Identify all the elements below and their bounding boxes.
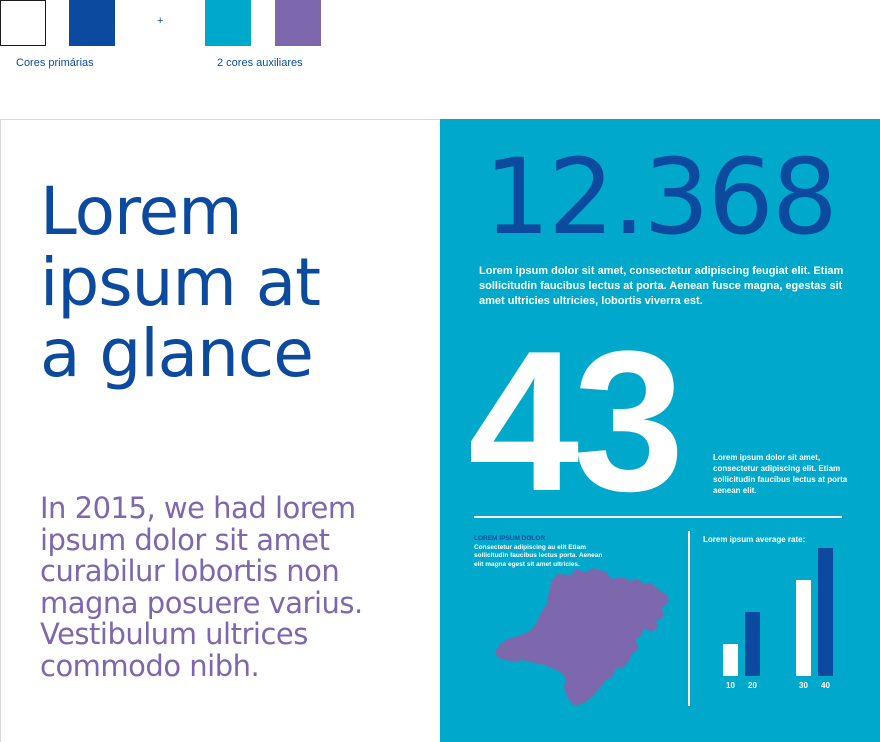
- chart-bar: [745, 612, 760, 676]
- state-map-icon: [495, 568, 669, 706]
- auxiliary-colors-label: 2 cores auxiliares: [217, 57, 303, 69]
- big-number: 12.368: [484, 136, 838, 258]
- swatch-blue: [69, 0, 115, 46]
- swatch-purple: [275, 0, 321, 46]
- map-description: Consectetur adipiscing au elit Etiam sol…: [474, 544, 603, 568]
- chart-bar: [796, 580, 811, 676]
- chart-category-label: 30: [799, 681, 808, 690]
- vertical-divider: [688, 531, 690, 706]
- swatch-white: [0, 0, 46, 46]
- chart-category-label: 10: [726, 681, 735, 690]
- title-line: Lorem: [40, 173, 243, 250]
- chart-bar: [818, 548, 833, 676]
- page-title: Lorem ipsum at a glance: [40, 173, 321, 392]
- plus-sign: +: [157, 15, 164, 27]
- chart-title: Lorem ipsum average rate:: [703, 535, 806, 544]
- chart-category-label: 20: [748, 681, 757, 690]
- horizontal-divider: [474, 516, 842, 518]
- title-line: a glance: [40, 315, 314, 392]
- primary-colors-label: Cores primárias: [16, 57, 94, 69]
- swatch-cyan: [205, 0, 251, 46]
- bar-chart: 10 20 30 40: [723, 548, 833, 690]
- left-panel: [0, 119, 440, 742]
- chart-bar: [723, 644, 738, 676]
- map-title: LOREM IPSUM DOLOR: [474, 535, 546, 542]
- chart-category-label: 40: [821, 681, 830, 690]
- stat-description: Lorem ipsum dolor sit amet, consectetur …: [713, 453, 848, 495]
- stat-number: 43: [468, 310, 684, 533]
- big-number-description: Lorem ipsum dolor sit amet, consectetur …: [479, 265, 844, 307]
- intro-paragraph: In 2015, we had lorem ipsum dolor sit am…: [40, 491, 363, 683]
- title-line: ipsum at: [40, 244, 321, 321]
